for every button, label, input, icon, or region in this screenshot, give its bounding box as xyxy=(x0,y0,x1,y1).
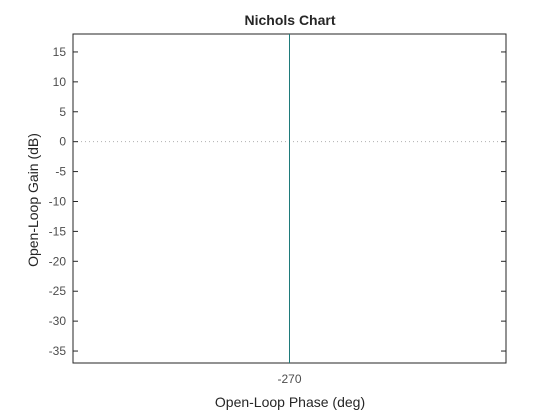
y-tick-label: 5 xyxy=(59,105,66,119)
y-tick-label: -25 xyxy=(49,284,67,298)
y-tick-label: -15 xyxy=(49,224,67,238)
y-tick-label: -30 xyxy=(49,314,67,328)
y-axis-ticks: 15 10 5 0 -5 -10 -15 -20 -25 -30 -35 xyxy=(49,45,506,358)
y-tick-label: 0 xyxy=(59,135,66,149)
y-tick-label: -35 xyxy=(49,344,67,358)
x-axis-label: Open-Loop Phase (deg) xyxy=(215,394,365,410)
chart-title: Nichols Chart xyxy=(244,12,335,28)
x-tick-label: -270 xyxy=(277,372,301,386)
y-tick-label: 10 xyxy=(53,75,67,89)
y-tick-label: -5 xyxy=(55,165,66,179)
y-tick-label: 15 xyxy=(53,45,67,59)
y-tick-label: -10 xyxy=(49,194,67,208)
y-axis-label: Open-Loop Gain (dB) xyxy=(25,133,41,267)
y-tick-label: -20 xyxy=(49,254,67,268)
